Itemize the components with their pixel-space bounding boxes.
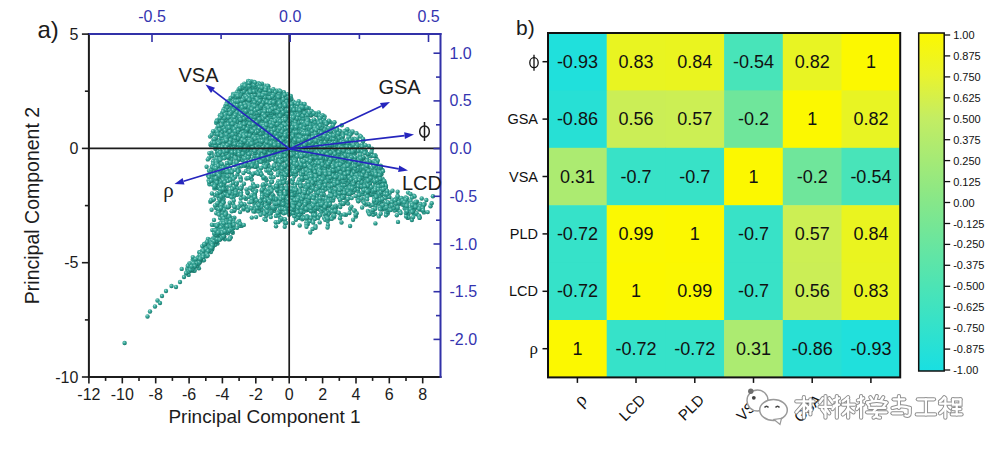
svg-text:1: 1 [866,52,876,72]
svg-text:a): a) [38,16,59,43]
svg-text:-1.5: -1.5 [450,283,478,300]
svg-text:0.250: 0.250 [953,155,981,167]
svg-text:0.82: 0.82 [853,109,888,129]
svg-text:-0.93: -0.93 [557,52,598,72]
svg-text:0.99: 0.99 [618,224,653,244]
svg-text:GSA: GSA [507,111,538,127]
svg-text:-0.5: -0.5 [138,8,166,25]
svg-text:-1.0: -1.0 [450,236,478,253]
svg-text:0: 0 [69,140,78,157]
svg-text:-0.86: -0.86 [557,109,598,129]
svg-text:0.99: 0.99 [677,281,712,301]
svg-text:0.125: 0.125 [953,176,981,188]
svg-text:0.00: 0.00 [953,197,974,209]
svg-text:1.00: 1.00 [953,29,974,41]
svg-text:-0.125: -0.125 [953,218,984,230]
svg-text:ρ: ρ [163,178,173,202]
svg-text:-0.7: -0.7 [738,281,769,301]
svg-text:-0.72: -0.72 [674,339,715,359]
svg-text:-0.93: -0.93 [850,339,891,359]
svg-text:LCD: LCD [509,283,538,299]
svg-text:0.31: 0.31 [736,339,771,359]
svg-text:-1.00: -1.00 [953,364,978,376]
svg-text:-0.72: -0.72 [615,339,656,359]
svg-text:-0.5: -0.5 [450,188,478,205]
svg-text:-0.500: -0.500 [953,280,984,292]
svg-text:-4: -4 [215,386,229,403]
svg-text:-0.375: -0.375 [953,259,984,271]
svg-text:-0.72: -0.72 [557,281,598,301]
svg-text:-0.2: -0.2 [738,109,769,129]
svg-text:1: 1 [748,167,758,187]
svg-text:b): b) [516,16,535,39]
svg-text:2: 2 [318,386,327,403]
svg-text:-10: -10 [111,386,134,403]
svg-text:GSA: GSA [378,76,421,98]
svg-text:0.84: 0.84 [677,52,712,72]
svg-text:0.56: 0.56 [795,281,830,301]
svg-text:ρ: ρ [530,339,538,358]
svg-text:1: 1 [572,339,582,359]
svg-text:1.0: 1.0 [450,45,472,62]
svg-text:PLD: PLD [510,226,538,242]
svg-text:-0.625: -0.625 [953,301,984,313]
svg-text:-6: -6 [182,386,196,403]
svg-text:-0.7: -0.7 [679,167,710,187]
svg-text:Principal Component 2: Principal Component 2 [21,107,43,304]
svg-text:-0.7: -0.7 [620,167,651,187]
svg-text:-12: -12 [77,386,100,403]
svg-text:0.500: 0.500 [953,113,981,125]
svg-text:0.750: 0.750 [953,71,981,83]
svg-text:0.31: 0.31 [560,167,595,187]
svg-text:-0.54: -0.54 [850,167,891,187]
svg-text:VSA: VSA [178,64,219,86]
svg-text:1: 1 [807,109,817,129]
svg-text:0.5: 0.5 [450,92,472,109]
svg-text:6: 6 [385,386,394,403]
svg-text:1: 1 [690,224,700,244]
svg-text:0.83: 0.83 [618,52,653,72]
svg-text:0.625: 0.625 [953,92,981,104]
svg-text:0.82: 0.82 [795,52,830,72]
svg-text:-0.2: -0.2 [797,167,828,187]
svg-text:-0.750: -0.750 [953,322,984,334]
svg-text:5: 5 [69,26,78,43]
svg-text:LCD: LCD [402,172,442,194]
svg-text:-0.7: -0.7 [738,224,769,244]
svg-text:-2: -2 [249,386,263,403]
svg-text:-8: -8 [149,386,163,403]
svg-text:0.0: 0.0 [279,8,301,25]
svg-text:-0.86: -0.86 [792,339,833,359]
svg-text:0.875: 0.875 [953,50,981,62]
svg-text:-2.0: -2.0 [450,331,478,348]
svg-text:1: 1 [631,281,641,301]
svg-text:-10: -10 [55,369,78,386]
svg-text:4: 4 [352,386,361,403]
svg-text:-0.250: -0.250 [953,238,984,250]
svg-text:0.56: 0.56 [618,109,653,129]
svg-text:0.57: 0.57 [677,109,712,129]
svg-text:-0.54: -0.54 [733,52,774,72]
svg-text:-0.72: -0.72 [557,224,598,244]
svg-text:0.84: 0.84 [853,224,888,244]
svg-text:VSA: VSA [509,169,538,185]
svg-text:-0.875: -0.875 [953,343,984,355]
svg-text:-5: -5 [64,254,78,271]
svg-text:0.5: 0.5 [417,8,439,25]
svg-text:8: 8 [418,386,427,403]
svg-text:0.57: 0.57 [795,224,830,244]
svg-text:0.375: 0.375 [953,134,981,146]
svg-text:0.83: 0.83 [853,281,888,301]
svg-text:0.0: 0.0 [450,140,472,157]
svg-text:0: 0 [285,386,294,403]
svg-text:Principal Component 1: Principal Component 1 [168,406,360,427]
